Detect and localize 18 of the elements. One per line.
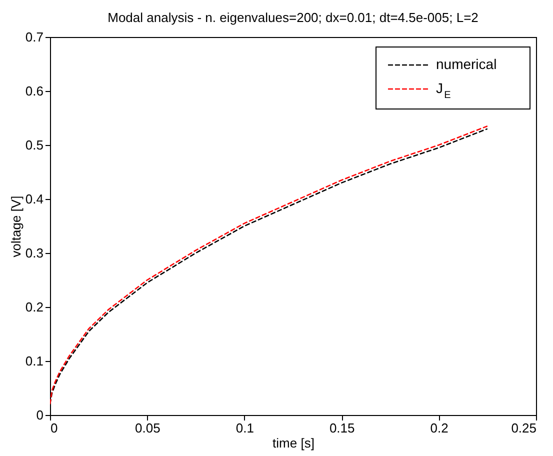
y-tick-label: 0.1 [25,354,44,368]
x-axis-title: time [s] [272,436,314,450]
y-axis-title: voltage [V] [8,196,24,258]
y-tick-label: 0.6 [25,84,44,98]
x-tick-label: 0 [50,420,58,436]
y-tick-label: 0.2 [25,300,44,314]
chart-title: Modal analysis - n. eigenvalues=200; dx=0.01; dt=4.5e-005; L=2 [108,10,478,25]
x-tick-label: 0.1 [236,420,254,436]
legend-label: numerical [436,56,497,72]
y-tick-label: 0.5 [25,138,44,152]
x-tick-label: 0.2 [430,420,448,436]
y-tick-label: 0.7 [25,30,44,44]
y-tick-label: 0.3 [25,246,44,260]
x-tick-label: 0.15 [329,420,355,436]
y-tick-label: 0 [36,408,44,422]
y-tick-label: 0.4 [25,192,44,206]
x-tick-label: 0.25 [511,420,536,436]
x-tick-label: 0.05 [135,420,160,436]
